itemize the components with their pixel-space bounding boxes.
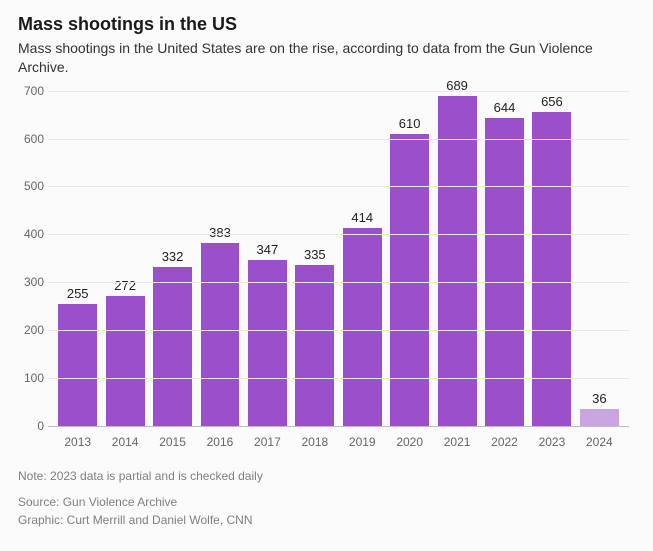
bar-slot: 335 (291, 91, 338, 426)
x-tick-label: 2014 (101, 429, 148, 451)
gridline (48, 330, 629, 331)
bar-value-label: 335 (304, 247, 326, 262)
bar-chart: 25527233238334733541461068964465636 0100… (48, 91, 629, 451)
x-tick-label: 2015 (149, 429, 196, 451)
bar-slot: 272 (101, 91, 148, 426)
gridline (48, 139, 629, 140)
x-tick-label: 2016 (196, 429, 243, 451)
bar: 644 (485, 118, 524, 426)
plot-area: 25527233238334733541461068964465636 0100… (48, 91, 629, 427)
footnote-source: Source: Gun Violence Archive (18, 493, 635, 511)
x-tick-label: 2024 (576, 429, 623, 451)
gridline (48, 378, 629, 379)
y-tick-label: 700 (14, 84, 44, 98)
bar: 383 (201, 243, 240, 426)
bar: 272 (106, 296, 145, 426)
x-axis-labels: 2013201420152016201720182019202020212022… (48, 429, 629, 451)
bar-slot: 610 (386, 91, 433, 426)
x-tick-label: 2021 (433, 429, 480, 451)
bar: 610 (390, 134, 429, 426)
bar-slot: 383 (196, 91, 243, 426)
bar-value-label: 332 (162, 249, 184, 264)
bar-slot: 414 (339, 91, 386, 426)
bars-container: 25527233238334733541461068964465636 (48, 91, 629, 426)
x-tick-label: 2022 (481, 429, 528, 451)
bar-value-label: 610 (399, 116, 421, 131)
y-tick-label: 500 (14, 179, 44, 193)
bar: 689 (438, 96, 477, 426)
gridline (48, 234, 629, 235)
x-tick-label: 2013 (54, 429, 101, 451)
y-tick-label: 100 (14, 371, 44, 385)
footnotes: Note: 2023 data is partial and is checke… (18, 467, 635, 529)
bar-slot: 644 (481, 91, 528, 426)
y-tick-label: 0 (14, 419, 44, 433)
y-tick-label: 200 (14, 323, 44, 337)
footnote-graphic: Graphic: Curt Merrill and Daniel Wolfe, … (18, 511, 635, 529)
bar-slot: 347 (244, 91, 291, 426)
bar-value-label: 272 (114, 278, 136, 293)
bar-value-label: 255 (67, 286, 89, 301)
x-tick-label: 2017 (244, 429, 291, 451)
gridline (48, 282, 629, 283)
bar-value-label: 414 (351, 210, 373, 225)
chart-subtitle: Mass shootings in the United States are … (18, 39, 618, 77)
bar-slot: 36 (576, 91, 623, 426)
y-tick-label: 600 (14, 132, 44, 146)
y-tick-label: 300 (14, 275, 44, 289)
bar-slot: 255 (54, 91, 101, 426)
bar-slot: 656 (528, 91, 575, 426)
x-tick-label: 2023 (528, 429, 575, 451)
bar: 414 (343, 228, 382, 426)
bar: 332 (153, 267, 192, 426)
bar-value-label: 656 (541, 94, 563, 109)
bar-slot: 332 (149, 91, 196, 426)
bar: 347 (248, 260, 287, 426)
bar-slot: 689 (433, 91, 480, 426)
bar-value-label: 347 (257, 242, 279, 257)
bar: 335 (295, 265, 334, 425)
gridline (48, 186, 629, 187)
bar-value-label: 383 (209, 225, 231, 240)
x-tick-label: 2018 (291, 429, 338, 451)
bar: 36 (580, 409, 619, 426)
bar-value-label: 644 (494, 100, 516, 115)
x-tick-label: 2020 (386, 429, 433, 451)
chart-title: Mass shootings in the US (18, 14, 635, 35)
bar-value-label: 36 (592, 391, 606, 406)
x-tick-label: 2019 (339, 429, 386, 451)
gridline (48, 91, 629, 92)
bar: 255 (58, 304, 97, 426)
y-tick-label: 400 (14, 227, 44, 241)
footnote-note: Note: 2023 data is partial and is checke… (18, 467, 635, 485)
